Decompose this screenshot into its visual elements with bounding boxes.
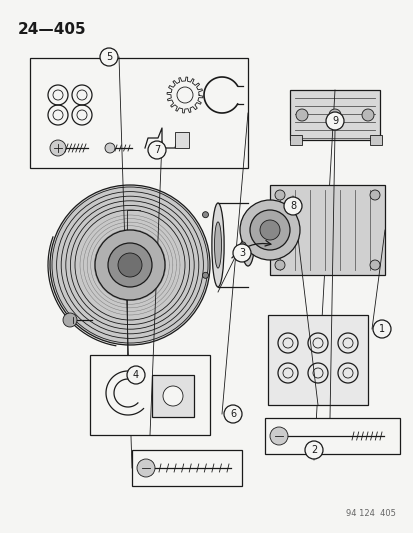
Circle shape <box>50 185 209 345</box>
Circle shape <box>100 48 118 66</box>
Bar <box>267 315 367 405</box>
Circle shape <box>369 190 379 200</box>
Circle shape <box>304 441 322 459</box>
Circle shape <box>249 210 289 250</box>
Text: 9: 9 <box>331 116 337 126</box>
Ellipse shape <box>241 224 254 266</box>
Circle shape <box>177 87 192 103</box>
Bar <box>132 450 242 486</box>
Text: 6: 6 <box>229 409 235 419</box>
Circle shape <box>108 243 152 287</box>
Circle shape <box>137 459 154 477</box>
Circle shape <box>233 244 250 262</box>
Ellipse shape <box>214 222 221 268</box>
Circle shape <box>118 253 142 277</box>
Circle shape <box>369 260 379 270</box>
Text: 5: 5 <box>106 52 112 62</box>
Bar <box>369 135 381 145</box>
Circle shape <box>269 427 287 445</box>
Circle shape <box>202 212 208 217</box>
Circle shape <box>325 112 343 130</box>
Bar <box>264 418 399 454</box>
Circle shape <box>240 242 245 248</box>
Ellipse shape <box>211 203 223 287</box>
Text: 2: 2 <box>310 445 316 455</box>
Bar <box>152 375 194 417</box>
Circle shape <box>259 220 279 240</box>
Circle shape <box>50 140 66 156</box>
Text: 7: 7 <box>154 145 160 155</box>
Circle shape <box>361 109 373 121</box>
Circle shape <box>283 197 301 215</box>
Circle shape <box>372 320 390 338</box>
Circle shape <box>63 313 77 327</box>
Bar <box>289 90 379 140</box>
Text: 3: 3 <box>238 248 244 258</box>
Circle shape <box>163 386 183 406</box>
Circle shape <box>240 200 299 260</box>
Circle shape <box>274 190 284 200</box>
Text: 94 124  405: 94 124 405 <box>345 509 395 518</box>
Circle shape <box>202 272 208 278</box>
Text: 8: 8 <box>289 201 295 211</box>
Bar <box>289 135 301 145</box>
Circle shape <box>295 109 307 121</box>
Circle shape <box>274 260 284 270</box>
Circle shape <box>223 405 242 423</box>
Circle shape <box>127 366 145 384</box>
Circle shape <box>328 109 340 121</box>
Circle shape <box>95 230 165 300</box>
Bar <box>269 185 384 275</box>
Circle shape <box>105 143 115 153</box>
Bar <box>90 355 209 435</box>
Bar <box>95 205 140 260</box>
Circle shape <box>147 141 166 159</box>
Text: 4: 4 <box>133 370 139 380</box>
Bar <box>30 58 247 168</box>
Bar <box>175 132 189 148</box>
Text: 24—405: 24—405 <box>18 22 86 37</box>
Text: 1: 1 <box>378 324 384 334</box>
